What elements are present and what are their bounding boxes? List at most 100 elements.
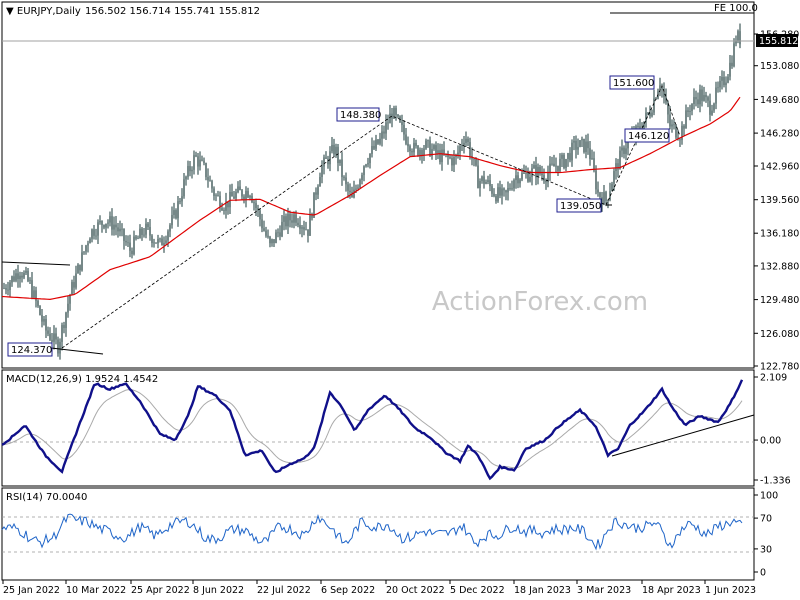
candle (7, 281, 9, 296)
label-139050: 139.050 (556, 198, 602, 213)
price-panel (1, 1, 755, 369)
candle (301, 225, 303, 238)
candle (701, 85, 703, 107)
candle (563, 152, 565, 170)
candle (121, 223, 123, 237)
candle (613, 168, 615, 191)
candle (591, 149, 593, 160)
candle (733, 38, 735, 68)
candle (93, 225, 95, 240)
candle (351, 186, 353, 198)
candle (647, 112, 649, 116)
candle (225, 192, 227, 219)
candle (175, 208, 177, 220)
candle (501, 184, 503, 205)
candle (107, 219, 109, 229)
candle (257, 204, 259, 218)
candle (373, 140, 375, 151)
candle (699, 84, 701, 113)
candle (697, 92, 699, 108)
candle (85, 244, 87, 255)
candle (133, 230, 135, 256)
candle (13, 270, 15, 283)
candle (451, 155, 453, 172)
candle (719, 75, 721, 93)
candle (233, 191, 235, 200)
candle (681, 121, 683, 145)
candle (259, 208, 261, 227)
candle (145, 218, 147, 239)
svg-text:153.080: 153.080 (760, 61, 799, 72)
candle (505, 189, 507, 201)
candle (659, 77, 661, 97)
svg-text:18 Jan 2023: 18 Jan 2023 (514, 585, 571, 596)
candle (247, 187, 249, 199)
time-tick: 20 Oct 2022 (385, 580, 445, 596)
candle (139, 224, 141, 239)
candle (533, 161, 535, 169)
candle (235, 188, 237, 202)
candle (481, 175, 483, 184)
svg-text:30: 30 (760, 544, 772, 555)
candle (41, 308, 43, 328)
candle (271, 238, 273, 247)
candle (103, 224, 105, 230)
macd-tick: 2.109 (754, 373, 787, 384)
candle (83, 251, 85, 255)
candle (483, 170, 485, 189)
fe-label: FE 100.0 (714, 3, 758, 14)
candle (537, 163, 539, 185)
candle (199, 151, 201, 171)
candle (193, 150, 195, 175)
price-tick: 122.780 (754, 362, 799, 373)
svg-text:146.120: 146.120 (628, 131, 669, 142)
candle (417, 145, 419, 157)
watermark: ActionForex.com (432, 287, 648, 317)
rsi-tick: 100 (754, 491, 778, 502)
candle (269, 235, 271, 248)
candle (587, 133, 589, 155)
candle (33, 286, 35, 300)
candle (365, 163, 367, 168)
candle (47, 326, 49, 337)
candle (183, 173, 185, 199)
candle (493, 188, 495, 198)
candle (625, 140, 627, 161)
candle (673, 120, 675, 130)
candle (201, 155, 203, 162)
candle (429, 136, 431, 157)
candle (441, 143, 443, 171)
candle (343, 175, 345, 181)
candle (597, 181, 599, 197)
candle (207, 168, 209, 188)
time-tick: 5 Dec 2022 (449, 580, 505, 596)
candle (303, 220, 305, 236)
candle (151, 234, 153, 248)
candle (79, 264, 81, 276)
candle (281, 215, 283, 238)
candle (459, 144, 461, 161)
label-148380: 148.380 (336, 107, 381, 122)
candle (603, 184, 605, 206)
candle (715, 81, 717, 110)
candle (427, 139, 429, 148)
candle (71, 279, 73, 296)
candle (97, 219, 99, 244)
candle (191, 166, 193, 179)
candle (43, 316, 45, 326)
time-tick: 6 Sep 2022 (320, 580, 375, 596)
candle (31, 271, 33, 300)
candle (17, 264, 19, 288)
candle (519, 178, 521, 188)
svg-text:1 Jun 2023: 1 Jun 2023 (705, 585, 756, 596)
candle (557, 165, 559, 177)
candle (687, 107, 689, 118)
candle (155, 242, 157, 244)
candle (61, 322, 63, 351)
rsi-tick: 0 (754, 568, 766, 579)
svg-text:149.680: 149.680 (760, 95, 799, 106)
candle (391, 107, 393, 128)
candle (149, 218, 151, 241)
candle (471, 147, 473, 166)
label-151600: 151.600 (609, 75, 655, 90)
